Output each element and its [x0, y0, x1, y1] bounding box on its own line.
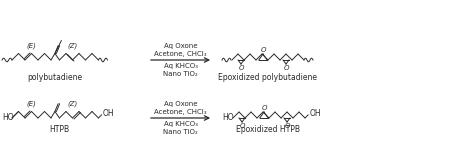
Text: (E): (E)	[27, 42, 36, 49]
Text: OH: OH	[103, 109, 114, 118]
Text: O: O	[284, 123, 290, 129]
Text: O: O	[283, 65, 289, 71]
Text: Aq KHCO₃
Nano TiO₂: Aq KHCO₃ Nano TiO₂	[163, 121, 198, 135]
Text: O: O	[238, 65, 244, 71]
Text: (Z): (Z)	[67, 100, 78, 107]
Text: OH: OH	[309, 109, 321, 118]
Text: O: O	[260, 48, 266, 53]
Text: Epoxidized HTPB: Epoxidized HTPB	[236, 126, 300, 134]
Text: Epoxidized polybutadiene: Epoxidized polybutadiene	[218, 72, 317, 82]
Text: O: O	[239, 123, 245, 129]
Text: (Z): (Z)	[67, 42, 78, 49]
Text: (E): (E)	[27, 100, 36, 107]
Text: Aq Oxone
Acetone, CHCl₃: Aq Oxone Acetone, CHCl₃	[154, 101, 207, 115]
Text: HO: HO	[222, 114, 234, 122]
Text: HO: HO	[2, 114, 14, 122]
Text: polybutadiene: polybutadiene	[27, 72, 83, 82]
Text: Aq KHCO₃
Nano TiO₂: Aq KHCO₃ Nano TiO₂	[163, 63, 198, 77]
Text: O: O	[261, 105, 267, 112]
Text: Aq Oxone
Acetone, CHCl₃: Aq Oxone Acetone, CHCl₃	[154, 43, 207, 57]
Text: HTPB: HTPB	[49, 126, 69, 134]
